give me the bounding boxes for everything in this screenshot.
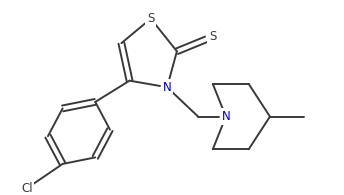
Text: S: S <box>209 30 216 43</box>
Text: N: N <box>222 110 230 123</box>
Text: S: S <box>147 12 154 25</box>
Text: Cl: Cl <box>21 182 33 195</box>
Text: N: N <box>163 81 171 94</box>
